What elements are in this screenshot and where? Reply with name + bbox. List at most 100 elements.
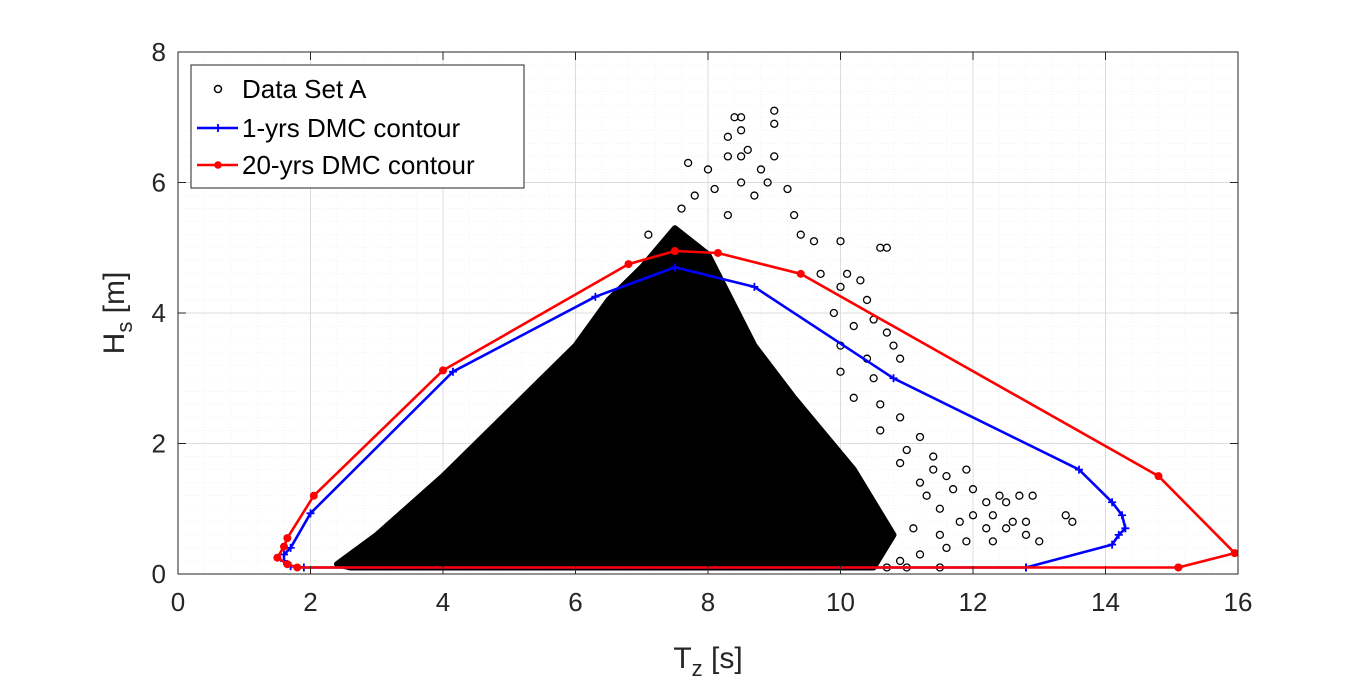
series-marker-plus (591, 292, 600, 301)
scatter-point (770, 106, 779, 115)
scatter-point (935, 504, 945, 513)
scatter-point (915, 478, 925, 487)
scatter-point (968, 485, 978, 494)
scatter-point (770, 152, 779, 161)
scatter-point (783, 184, 792, 194)
series-marker-plus (448, 367, 457, 376)
scatter-point (929, 452, 938, 461)
scatter-point (882, 328, 892, 337)
scatter-point (902, 445, 911, 455)
x-tick-label: 10 (826, 587, 855, 617)
scatter-point (723, 132, 733, 141)
scatter-point (750, 191, 759, 200)
y-tick-label: 6 (152, 168, 166, 198)
scatter-point (1035, 537, 1044, 546)
scatter-point (743, 145, 752, 155)
series-marker-dot (670, 247, 679, 256)
scatter-point (789, 210, 799, 220)
x-axis-label-unit: [s] (703, 642, 743, 675)
series-marker-plus (1118, 511, 1127, 520)
x-tick-label: 2 (303, 587, 317, 617)
y-axis-label: Hs [m] (98, 272, 137, 355)
scatter-point (922, 491, 931, 500)
x-axis-label-main: T (673, 642, 691, 675)
series-marker-dot (1174, 563, 1183, 572)
y-tick-label: 4 (152, 298, 166, 328)
y-axis-label-subscript: s (112, 322, 137, 333)
scatter-point (876, 400, 885, 409)
scatter-point (816, 269, 825, 279)
scatter-point (644, 230, 653, 239)
series-marker-dot (283, 560, 292, 569)
scatter-point (1008, 517, 1017, 526)
series-marker-plus (1108, 498, 1117, 507)
scatter-point (1061, 511, 1070, 520)
series-marker-dot (1154, 472, 1163, 481)
scatter-dense-region (334, 225, 897, 571)
scatter-point (915, 432, 925, 442)
legend-label-20yr: 20-yrs DMC contour (242, 150, 475, 180)
scatter-point (723, 152, 733, 161)
scatter-point (1001, 524, 1011, 533)
svg-text:Hs [m]: Hs [m] (98, 272, 137, 355)
y-tick-label: 0 (152, 559, 166, 589)
scatter-point (1021, 517, 1031, 526)
scatter-point (683, 158, 693, 168)
scatter-point (895, 413, 905, 422)
scatter-point (882, 243, 892, 252)
scatter-point (942, 543, 951, 553)
scatter-point (796, 230, 805, 239)
scatter-point (962, 537, 971, 546)
legend-label-1yr: 1-yrs DMC contour (242, 113, 460, 143)
scatter-point (889, 341, 898, 350)
line-series-group (273, 247, 1238, 572)
scatter-point (955, 517, 964, 526)
scatter-point (915, 550, 925, 559)
series-marker-plus (1075, 465, 1083, 474)
scatter-point (942, 471, 951, 481)
scatter-series (644, 106, 1077, 572)
series-marker-dot (624, 260, 633, 269)
scatter-point (895, 458, 905, 468)
series-marker-dot (796, 269, 805, 278)
scatter-point (809, 237, 819, 246)
scatter-point (736, 113, 746, 122)
series-marker-plus (286, 543, 295, 552)
scatter-point (690, 191, 699, 200)
scatter-point (1028, 491, 1037, 500)
series-marker-dot (283, 534, 292, 543)
scatter-point (982, 524, 991, 533)
x-tick-label: 8 (701, 587, 715, 617)
scatter-point (988, 537, 998, 546)
series-marker-dot (309, 491, 318, 500)
series-marker-plus (750, 282, 759, 291)
scatter-point (770, 119, 779, 128)
x-tick-label: 16 (1224, 587, 1253, 617)
x-tick-label: 0 (171, 587, 185, 617)
scatter-point (736, 152, 746, 161)
scatter-point (1068, 517, 1077, 526)
legend-entry-20yr-contour: 20-yrs DMC contour (197, 150, 475, 180)
scatter-point (829, 308, 839, 318)
series-marker-plus (306, 509, 315, 518)
scatter-point (929, 465, 938, 474)
data-layer (273, 106, 1238, 572)
series-marker-plus (1108, 540, 1117, 549)
scatter-point (677, 204, 686, 213)
legend-marker-dot (214, 161, 222, 169)
scatter-point (876, 426, 885, 435)
scatter-point (935, 530, 945, 539)
legend-label-data-set-a: Data Set A (242, 74, 367, 104)
scatter-point (836, 367, 845, 376)
ticks: 0 2 4 6 8 10 12 14 16 0 2 4 6 8 (152, 37, 1253, 617)
scatter-point (948, 485, 958, 494)
y-tick-label: 2 (152, 429, 166, 459)
scatter-point (849, 393, 858, 402)
x-tick-label: 4 (436, 587, 450, 617)
scatter-point (756, 165, 766, 174)
scatter-point (856, 276, 865, 285)
contour-20yr (273, 247, 1238, 572)
scatter-point (869, 374, 878, 383)
series-marker-dot (273, 553, 282, 562)
